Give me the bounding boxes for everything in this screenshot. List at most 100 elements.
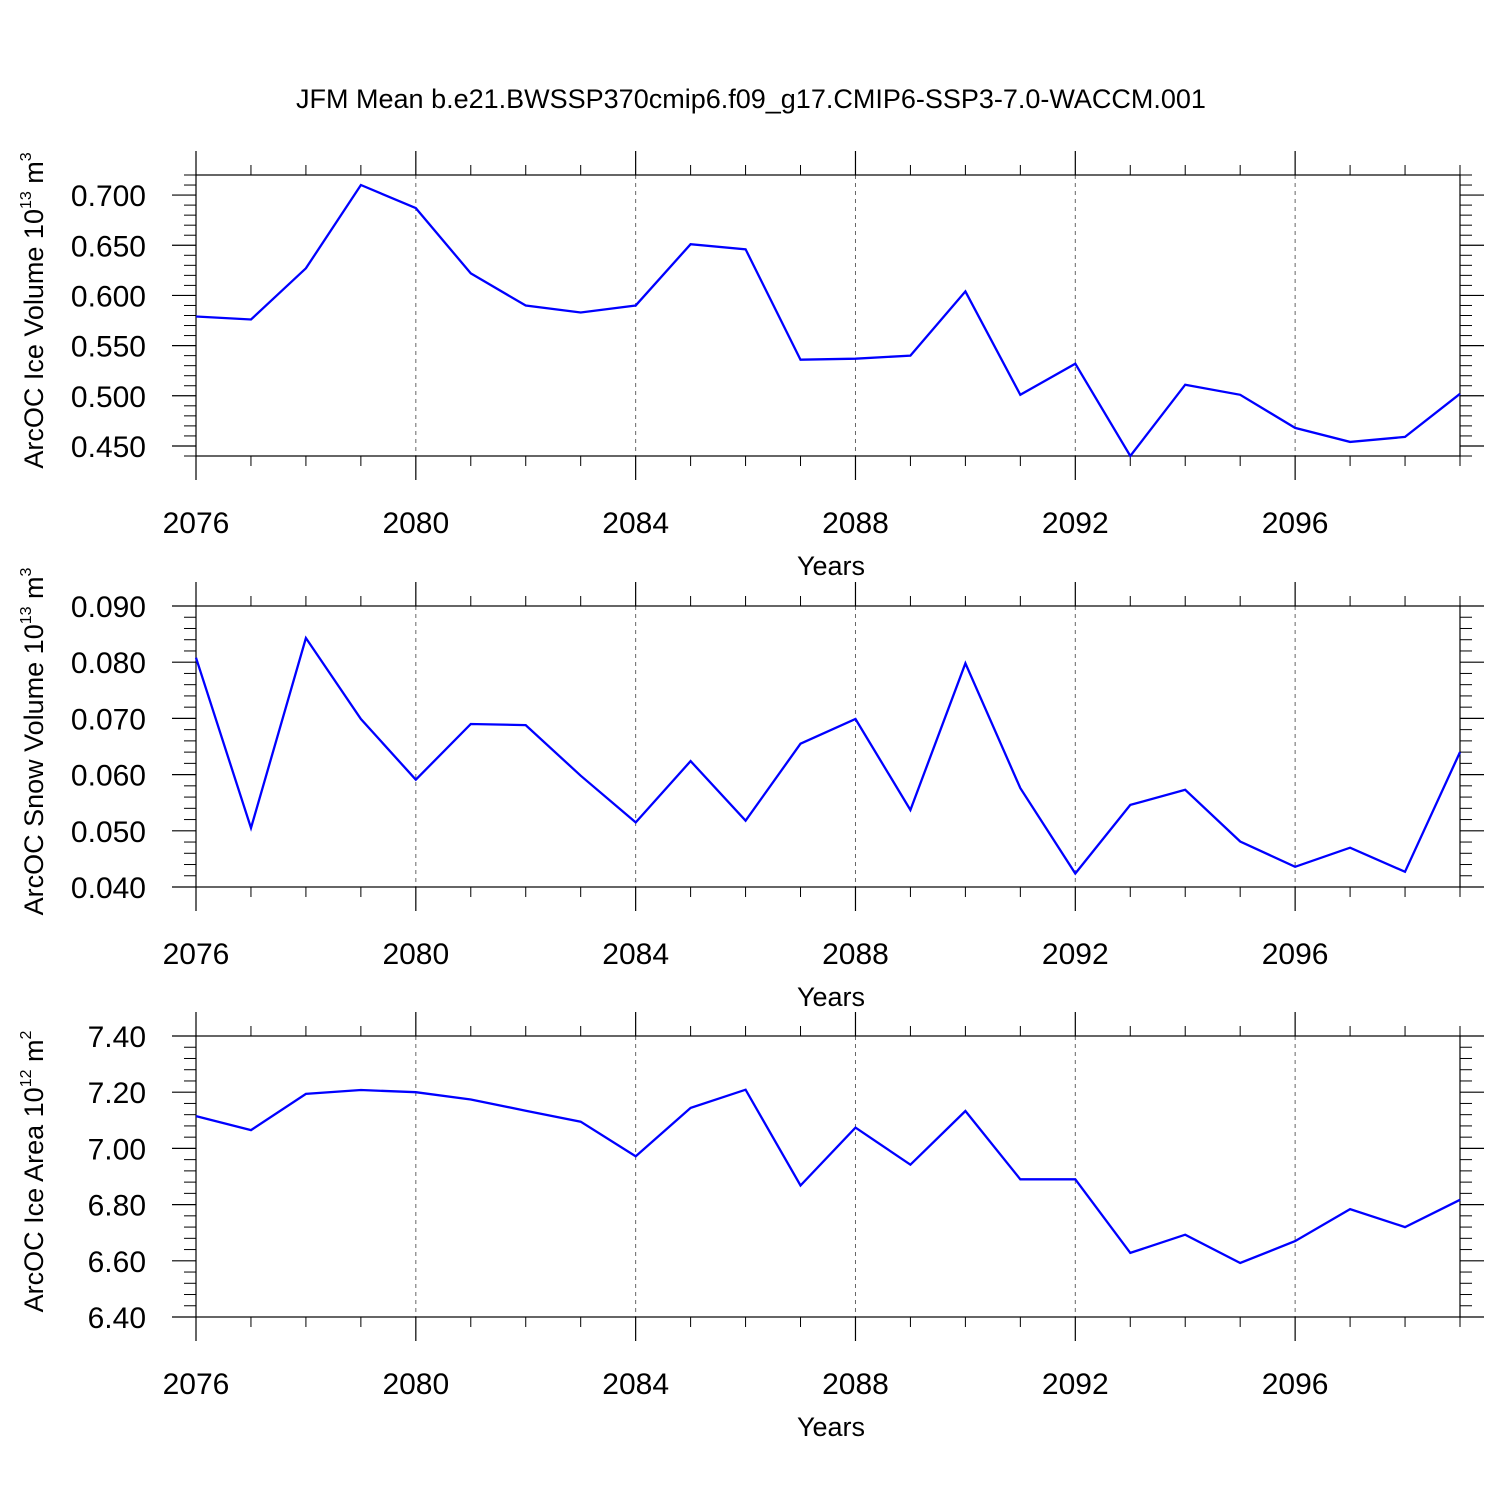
data-point <box>250 319 251 320</box>
data-point <box>1405 1227 1406 1228</box>
panel-ice-volume: 2076 2080 2084 2088 2092 2096 0.450 0.500 0.550 0… <box>18 151 1484 581</box>
y-tick-label: 0.080 <box>71 647 146 680</box>
y-tick-label: 6.60 <box>88 1246 146 1279</box>
data-point <box>1240 394 1241 395</box>
y-tick-label: 7.40 <box>88 1021 146 1054</box>
data-point <box>580 312 581 313</box>
x-tick-label: 2088 <box>822 1368 889 1401</box>
series-line-snow-volume <box>194 635 1462 876</box>
y-axis-label: ArcOC Ice Area 1012 m2 <box>18 1031 49 1313</box>
data-point <box>580 775 581 776</box>
y-tick-label: 0.070 <box>71 703 146 736</box>
x-tick-label: 2080 <box>382 507 449 540</box>
data-point <box>635 822 636 823</box>
data-point <box>1350 441 1351 442</box>
data-point <box>855 1127 856 1128</box>
y-tick-label: 0.600 <box>71 280 146 313</box>
x-tick-label: 2080 <box>382 1368 449 1401</box>
data-point <box>1130 804 1131 805</box>
x-tick-label: 2076 <box>163 938 230 971</box>
data-point <box>305 1093 306 1094</box>
data-point <box>305 638 306 639</box>
x-tick-label: 2076 <box>163 1368 230 1401</box>
data-point <box>1075 873 1076 874</box>
y-axis-label: ArcOC Ice Volume 1013 m3 <box>18 152 49 468</box>
data-point <box>1075 1179 1076 1180</box>
data-point <box>965 1111 966 1112</box>
figure-title: JFM Mean b.e21.BWSSP370cmip6.f09_g17.CMI… <box>296 84 1206 114</box>
data-point <box>470 273 471 274</box>
y-axis-label: ArcOC Snow Volume 1013 m3 <box>18 567 49 915</box>
x-tick-label: 2076 <box>163 507 230 540</box>
data-point <box>470 1099 471 1100</box>
x-tick-label: 2080 <box>382 938 449 971</box>
x-tick-label: 2092 <box>1042 507 1109 540</box>
x-tick-label: 2084 <box>602 1368 669 1401</box>
data-point <box>1075 363 1076 364</box>
y-tick-label: 6.40 <box>88 1302 146 1335</box>
data-point <box>965 291 966 292</box>
data-point <box>196 657 197 658</box>
data-point <box>580 1121 581 1122</box>
data-point <box>910 810 911 811</box>
data-point <box>525 1110 526 1111</box>
data-point <box>1020 788 1021 789</box>
y-tick-label: 7.20 <box>88 1077 146 1110</box>
data-point <box>1405 871 1406 872</box>
data-point <box>1240 1263 1241 1264</box>
data-point <box>690 1107 691 1108</box>
x-tick-label: 2084 <box>602 507 669 540</box>
panel-snow-volume: 2076 2080 2084 2088 2092 2096 0.040 0.050 0.060 0… <box>18 567 1484 1012</box>
data-point <box>745 1089 746 1090</box>
data-point <box>1295 866 1296 867</box>
data-point <box>250 1130 251 1131</box>
data-point <box>745 820 746 821</box>
data-point <box>196 1116 197 1117</box>
x-tick-label: 2088 <box>822 938 889 971</box>
x-tick-label: 2088 <box>822 507 889 540</box>
data-point <box>525 725 526 726</box>
data-point <box>800 1185 801 1186</box>
data-point <box>1240 841 1241 842</box>
data-point <box>1020 1179 1021 1180</box>
y-tick-label: 0.060 <box>71 760 146 793</box>
data-point <box>415 1092 416 1093</box>
y-tick-label: 7.00 <box>88 1133 146 1166</box>
x-axis-label: Years <box>797 982 865 1012</box>
x-tick-label: 2096 <box>1262 1368 1329 1401</box>
series-line-ice-area <box>195 1088 1461 1265</box>
panel-ice-area: 2076 2080 2084 2088 2092 2096 6.40 6.60 6.80 7.00… <box>18 1012 1484 1442</box>
data-point <box>910 1164 911 1165</box>
data-point <box>855 718 856 719</box>
data-point <box>800 359 801 360</box>
y-tick-label: 0.550 <box>71 331 146 364</box>
y-tick-label: 0.090 <box>71 591 146 624</box>
y-tick-label: 0.700 <box>71 180 146 213</box>
plot-frame <box>195 605 1461 888</box>
x-tick-label: 2096 <box>1262 507 1329 540</box>
plot-frame <box>195 1035 1461 1318</box>
x-axis-label: Years <box>797 1412 865 1442</box>
data-point <box>635 1156 636 1157</box>
data-point <box>415 208 416 209</box>
data-point <box>196 316 197 317</box>
x-tick-label: 2092 <box>1042 938 1109 971</box>
data-point <box>360 718 361 719</box>
data-point <box>1185 1234 1186 1235</box>
data-point <box>1295 1241 1296 1242</box>
data-point <box>965 663 966 664</box>
data-point <box>1295 427 1296 428</box>
data-point <box>1460 752 1461 753</box>
data-point <box>1020 394 1021 395</box>
data-point <box>1350 1209 1351 1210</box>
data-point <box>690 761 691 762</box>
data-point <box>525 305 526 306</box>
data-point <box>360 1089 361 1090</box>
data-point <box>910 355 911 356</box>
data-point <box>1130 456 1131 457</box>
data-point <box>250 827 251 828</box>
data-point <box>1405 436 1406 437</box>
y-tick-label: 0.650 <box>71 230 146 263</box>
y-tick-label: 0.040 <box>71 872 146 905</box>
